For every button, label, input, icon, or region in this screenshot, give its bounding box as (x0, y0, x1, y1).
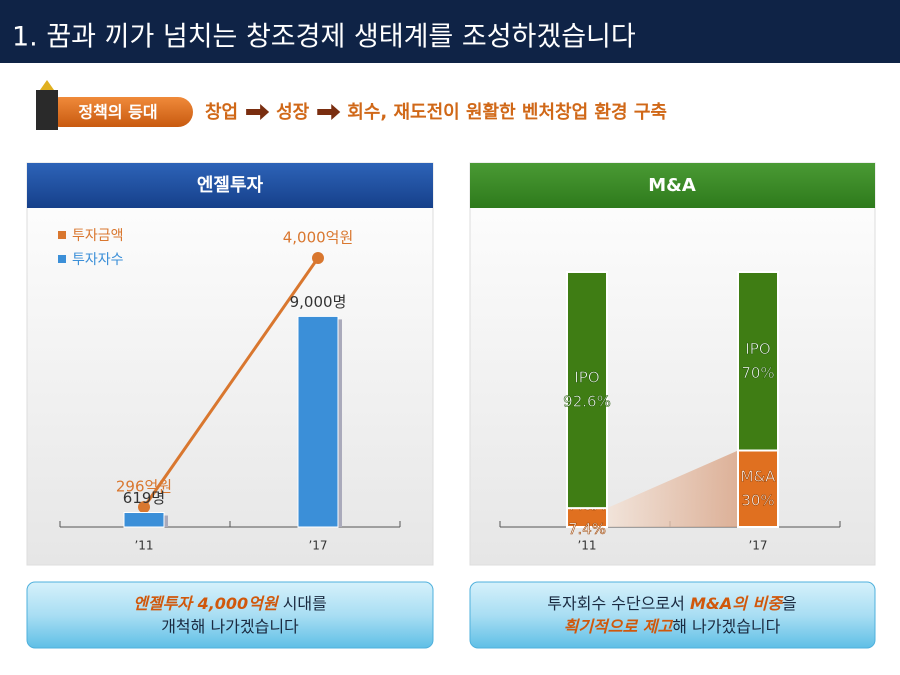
panel-header (470, 163, 875, 208)
footer-span: 을 (782, 594, 797, 613)
bar (123, 512, 165, 528)
data-label: 7.4% (568, 520, 606, 538)
lighthouse-top (40, 80, 54, 90)
policy-step: 회수, 재도전이 원활한 벤처창업 환경 구축 (347, 101, 667, 123)
data-label: 30% (741, 491, 774, 509)
footer-span: 개척해 나가겠습니다 (161, 617, 299, 636)
bar-segment (566, 271, 608, 510)
footer-box (469, 581, 876, 649)
footer-span: 투자회수 수단으로서 (547, 594, 690, 613)
line-point (138, 501, 150, 514)
panel-header (27, 163, 433, 208)
line (142, 257, 320, 508)
line-point (312, 252, 324, 264)
bar-segment (737, 271, 779, 452)
legend-swatch (58, 255, 66, 263)
lighthouse-icon (36, 90, 58, 130)
data-label: 92.6% (563, 393, 611, 411)
segment-name: M&A (741, 467, 777, 485)
arrow (317, 104, 341, 120)
data-label: 619명 (123, 489, 165, 507)
footer-text: 개척해 나가겠습니다 (161, 617, 299, 636)
footer-box (26, 581, 434, 649)
footer-emphasis: M&A의 비중 (690, 594, 784, 613)
x-tick-label: ’11 (577, 539, 596, 553)
bar-segment (737, 449, 779, 528)
header-bar (0, 0, 900, 63)
policy-label: 정책의 등대 (78, 103, 157, 122)
footer-text: 투자회수 수단으로서 M&A의 비중을 (547, 594, 796, 613)
x-tick-label: ’17 (748, 539, 767, 553)
data-label: 296억원 (116, 478, 172, 496)
footer-span: 해 나가겠습니다 (672, 617, 780, 636)
data-label: 9,000명 (290, 293, 347, 311)
footer-emphasis: 획기적으로 제고 (564, 617, 674, 636)
policy-step: 창업 (205, 102, 238, 123)
legend-label: 투자자수 (72, 252, 124, 268)
panel (26, 162, 434, 566)
chart-title: M&A (648, 175, 696, 196)
header-title: 1. 꿈과 끼가 넘치는 창조경제 생태계를 조성하겠습니다 (12, 22, 636, 53)
legend-swatch (58, 231, 66, 239)
segment-name: IPO (745, 340, 770, 358)
chart-title: 엔젤투자 (197, 175, 264, 196)
connector (607, 450, 738, 527)
x-tick-label: ’17 (308, 539, 327, 553)
legend-label: 투자금액 (72, 228, 124, 244)
arrow (246, 104, 270, 120)
segment-name: IPO (574, 369, 599, 387)
data-label: 4,000억원 (283, 229, 354, 247)
footer-text: 엔젤투자 4,000억원 시대를 (133, 594, 327, 613)
x-tick-label: ’11 (134, 539, 153, 553)
data-label: 70% (741, 364, 774, 382)
policy-tag (45, 97, 193, 127)
footer-emphasis: 엔젤투자 4,000억원 (133, 594, 280, 613)
footer-text: 획기적으로 제고해 나가겠습니다 (564, 617, 781, 636)
footer-span: 시대를 (278, 594, 327, 613)
policy-step: 성장 (276, 102, 310, 123)
bar (297, 315, 339, 528)
